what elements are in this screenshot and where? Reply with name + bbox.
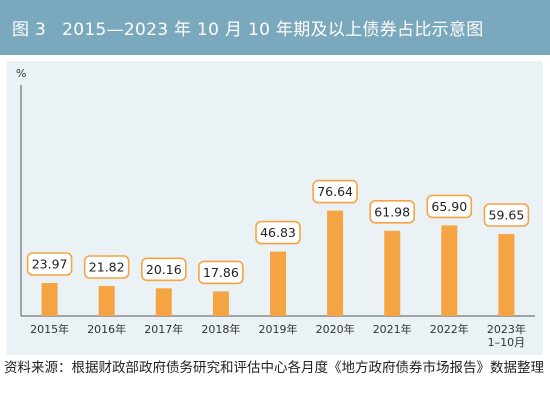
x-tick-label: 2023年 1–10月: [487, 322, 526, 349]
bar: [98, 286, 115, 316]
x-tick-label: 2017年: [144, 322, 183, 336]
value-label: 46.83: [260, 225, 296, 240]
x-tick-label: 2016年: [87, 322, 126, 336]
x-tick-label: 2020年: [316, 322, 355, 336]
bar: [155, 288, 172, 316]
value-label-box: [26, 252, 73, 276]
x-tick-label: 2018年: [201, 322, 240, 336]
chart-panel: % 23.97 21.82 20.16 17.86 46.83 76.64 61.98 65.…: [7, 61, 543, 355]
value-label: 59.65: [489, 208, 525, 223]
x-tick-label: 2022年: [430, 322, 469, 336]
bar: [384, 230, 401, 316]
x-tick-label: 2021年: [373, 322, 412, 336]
value-label: 21.82: [89, 260, 125, 275]
y-axis-unit: %: [16, 67, 26, 80]
value-label-box: [83, 255, 130, 279]
bar: [212, 291, 229, 316]
value-label-box: [198, 260, 244, 285]
value-label: 61.98: [374, 204, 410, 219]
x-tick-label: 2019年: [259, 322, 298, 336]
value-label-box: [426, 194, 473, 219]
value-labels-layer: 23.97 21.82 20.16 17.86 46.83 76.64 61.98 65.90…: [26, 179, 530, 285]
value-label-box: [141, 257, 187, 282]
x-tick-label: 2015年: [30, 322, 69, 336]
value-label: 23.97: [32, 257, 68, 272]
bars-layer: [41, 210, 515, 316]
value-label-box: [255, 220, 301, 245]
value-label: 17.86: [203, 265, 239, 280]
value-label-box: [483, 203, 530, 227]
bar: [41, 283, 58, 316]
bar-chart: % 23.97 21.82 20.16 17.86 46.83 76.64 61.98 65.…: [16, 67, 535, 349]
bar: [270, 251, 286, 316]
source-note: 资料来源：根据财政部政府债务研究和评估中心各月度《地方政府债券市场报告》数据整理: [4, 360, 544, 376]
chart-title: 2015—2023 年 10 月 10 年期及以上债券占比示意图: [62, 20, 484, 40]
value-label: 20.16: [146, 262, 182, 277]
value-label-box: [369, 200, 416, 224]
figure-label: 图 3: [12, 20, 47, 40]
value-label: 65.90: [431, 199, 467, 214]
value-label-box: [312, 179, 358, 204]
value-label: 76.64: [317, 184, 353, 199]
x-tick-labels-layer: 2015年 2016年 2017年 2018年 2019年 2020年 2021年 2022年…: [30, 322, 526, 349]
bar: [498, 234, 515, 316]
chart-header: 图 3 2015—2023 年 10 月 10 年期及以上债券占比示意图: [0, 0, 550, 55]
bar: [327, 210, 344, 316]
bar: [441, 225, 458, 316]
